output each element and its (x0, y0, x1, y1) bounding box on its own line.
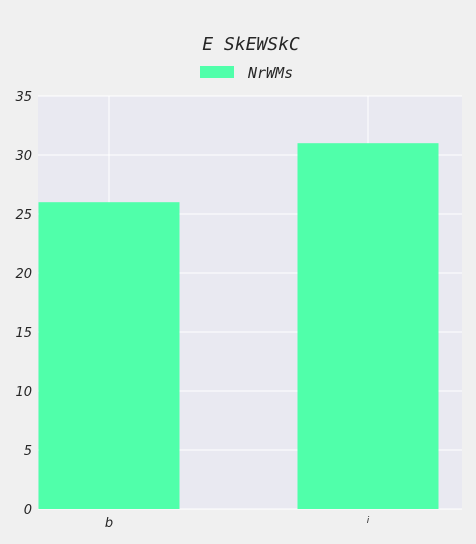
y-tick-label: 25 (15, 208, 32, 223)
x-tick-label: i (367, 516, 370, 526)
y-tick-label: 10 (15, 385, 32, 400)
y-axis-ticks: 0 5 10 15 20 25 30 35 (15, 90, 32, 518)
legend: NrWMs (200, 64, 293, 82)
x-tick-label: b (105, 516, 113, 531)
bar-i (297, 143, 439, 509)
y-tick-label: 30 (15, 149, 32, 164)
y-tick-label: 5 (24, 444, 32, 459)
legend-label: NrWMs (247, 64, 293, 82)
y-tick-label: 35 (15, 90, 32, 105)
y-tick-label: 0 (24, 503, 32, 518)
y-tick-label: 20 (15, 267, 32, 282)
bars (38, 143, 439, 509)
bar-b (38, 202, 180, 509)
legend-swatch (200, 66, 234, 78)
y-tick-label: 15 (15, 326, 32, 341)
chart-title: E SkEWSkC (202, 34, 300, 55)
